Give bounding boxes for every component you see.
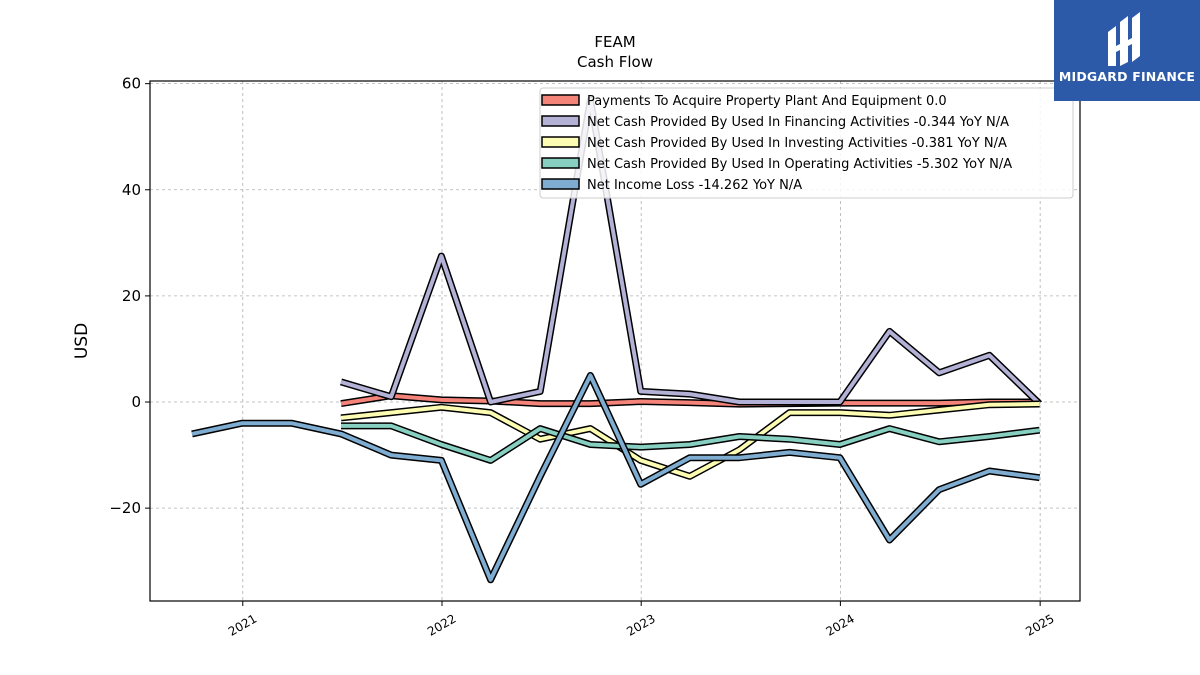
series-line	[340, 402, 1040, 479]
legend-label: Net Income Loss -14.262 YoY N/A	[587, 178, 802, 193]
plot-frame	[149, 80, 1081, 602]
legend-swatch	[541, 115, 580, 127]
legend-swatch	[541, 136, 580, 148]
legend-swatch	[541, 157, 580, 169]
legend-label: Net Cash Provided By Used In Operating A…	[587, 157, 1012, 172]
logo-mark-icon	[1108, 12, 1140, 66]
series-line	[341, 423, 1040, 463]
series-line	[340, 97, 1041, 406]
x-tick-label: 2022	[425, 611, 458, 638]
series-line	[191, 373, 1040, 582]
chart-subtitle: Cash Flow	[577, 53, 653, 71]
series-lines	[191, 96, 1043, 584]
y-tick-label: 60	[122, 75, 141, 93]
legend-box	[539, 87, 1074, 199]
y-tick-label: −20	[109, 499, 141, 517]
legend-swatch	[541, 94, 580, 106]
midgard-finance-logo: MIDGARD FINANCE	[1054, 0, 1200, 101]
y-tick-label: 0	[131, 393, 141, 411]
legend: Payments To Acquire Property Plant And E…	[539, 87, 1074, 199]
legend-label: Net Cash Provided By Used In Financing A…	[587, 115, 1009, 130]
x-tick-label: 2024	[823, 611, 856, 638]
x-tick-label: 2021	[226, 611, 259, 638]
y-axis: −20 0 20 40 60	[109, 75, 150, 517]
x-tick-label: 2025	[1023, 611, 1056, 638]
logo-text: MIDGARD FINANCE	[1058, 69, 1196, 84]
x-axis: 2021 2022 2023 2024 2025	[226, 601, 1057, 639]
series-line	[340, 393, 1040, 407]
y-axis-label: USD	[72, 323, 92, 359]
y-tick-label: 20	[122, 287, 141, 305]
legend-swatch	[541, 178, 580, 190]
x-tick-label: 2023	[624, 611, 657, 638]
legend-label: Net Cash Provided By Used In Investing A…	[587, 136, 1007, 151]
chart-title: FEAM	[594, 33, 635, 51]
y-tick-label: 40	[122, 181, 141, 199]
legend-label: Payments To Acquire Property Plant And E…	[587, 94, 947, 109]
